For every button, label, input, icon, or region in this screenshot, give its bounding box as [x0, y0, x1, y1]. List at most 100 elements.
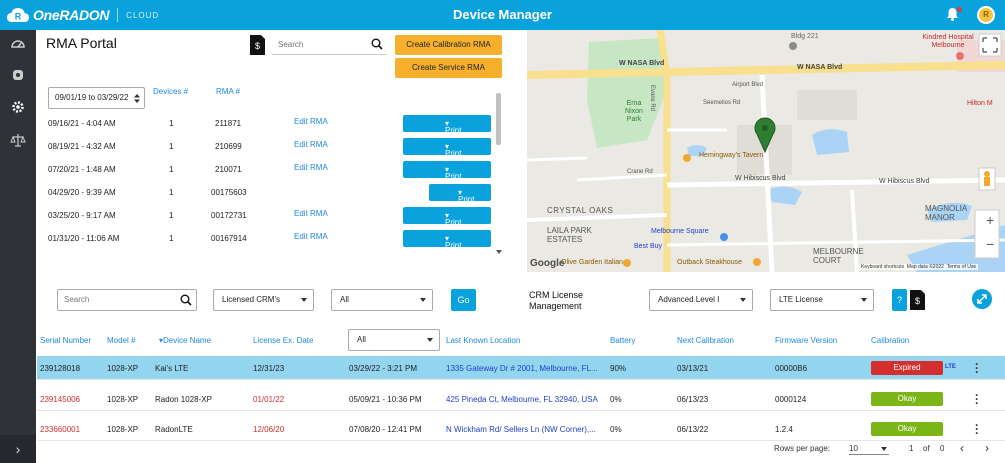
print-button[interactable]: Print ▾	[403, 161, 491, 181]
map-label: MAGNOLIA MANOR	[925, 204, 967, 222]
th-license[interactable]: License Ex. Date	[253, 336, 314, 345]
go-button[interactable]: Go	[451, 289, 476, 311]
rma-list: 09/16/21 - 4:04 AM 1 211871 Edit RMA Pri…	[37, 112, 505, 258]
device-name-cell: Kai's LTE	[155, 364, 189, 373]
rma-number: 00172731	[211, 211, 247, 220]
calibration-badge[interactable]: Okay	[871, 422, 943, 436]
next-page-icon[interactable]: ›	[985, 441, 989, 455]
print-button[interactable]: Print ▾	[403, 138, 491, 158]
date-cell: 05/09/21 - 10:36 PM	[349, 395, 422, 404]
edit-rma-link[interactable]: Edit RMA	[294, 163, 328, 172]
device-map[interactable]: Bldg 221 Kindred Hospital Melbourne Hilt…	[527, 30, 1005, 272]
expand-button[interactable]	[972, 289, 992, 309]
edit-rma-link[interactable]: Edit RMA	[294, 140, 328, 149]
th-calibration[interactable]: Calibration	[871, 336, 910, 345]
calibration-badge[interactable]: Expired	[871, 361, 943, 375]
battery-cell: 0%	[610, 425, 622, 434]
map-label: Best Buy	[634, 243, 663, 250]
print-button[interactable]: Print ▾	[429, 184, 491, 204]
zoom-in-button[interactable]: +	[986, 212, 995, 228]
location-link[interactable]: N Wickham Rd/ Sellers Ln (NW Corner),...	[446, 425, 596, 434]
th-location[interactable]: Last Known Location	[446, 336, 521, 345]
sort-arrows-icon	[134, 94, 140, 103]
chevron-down-icon	[881, 447, 887, 451]
th-battery[interactable]: Battery	[610, 336, 636, 345]
invoice-doc-icon[interactable]: $	[909, 289, 926, 311]
rma-search-input[interactable]	[272, 35, 362, 53]
create-calibration-rma-button[interactable]: Create Calibration RMA	[395, 35, 502, 55]
chevron-down-icon	[427, 338, 433, 342]
th-device-name[interactable]: ▾Device Name	[159, 336, 211, 345]
date-range-select[interactable]: 09/01/19 to 03/29/22	[48, 87, 145, 109]
row-menu-icon[interactable]: · · ·	[975, 418, 979, 440]
rma-date: 07/20/21 - 1:48 AM	[48, 165, 116, 174]
page-range: 1	[909, 444, 914, 453]
gear-icon[interactable]	[10, 99, 26, 115]
th-next-calibration[interactable]: Next Calibration	[677, 336, 734, 345]
scroll-thumb[interactable]	[496, 93, 501, 145]
keyboard-shortcuts-link[interactable]: Keyboard shortcuts	[861, 264, 905, 270]
map-canvas	[527, 30, 1005, 272]
table-row[interactable]: 233660001 1028-XP RadonLTE 12/06/20 07/0…	[37, 417, 1005, 441]
date-filter-select[interactable]: All	[348, 329, 440, 351]
location-link[interactable]: 1335 Gateway Dr # 2001, Melbourne, FL...	[446, 364, 598, 373]
top-bar: R OneRADON CLOUD Device Manager R	[0, 0, 1005, 30]
print-button[interactable]: Print ▾	[403, 207, 491, 227]
create-service-rma-button[interactable]: Create Service RMA	[395, 58, 502, 78]
sidebar: ›	[0, 30, 36, 463]
map-label: W Hibiscus Blvd	[735, 175, 786, 182]
edit-rma-link[interactable]: Edit RMA	[294, 232, 328, 241]
location-link[interactable]: 425 Pineda Ct, Melbourne, FL 32940, USA	[446, 395, 598, 404]
scroll-down-icon[interactable]	[496, 250, 502, 255]
table-row[interactable]: 239145006 1028-XP Radon 1028-XP 01/01/22…	[37, 387, 1005, 411]
th-firmware[interactable]: Firmware Version	[775, 336, 838, 345]
calibration-badge[interactable]: Okay	[871, 392, 943, 406]
invoice-doc-icon[interactable]: $	[249, 34, 266, 56]
rma-scrollbar[interactable]	[495, 90, 503, 258]
model-cell: 1028-XP	[107, 395, 139, 404]
th-model[interactable]: Model #	[107, 336, 136, 345]
th-serial[interactable]: Serial Number	[40, 336, 92, 345]
lte-tag: LTE	[945, 364, 956, 370]
level-select[interactable]: Advanced Level I	[649, 289, 753, 311]
rma-date: 04/29/20 - 9:39 AM	[48, 188, 116, 197]
terms-link[interactable]: Terms of Use	[946, 264, 977, 270]
rma-date: 08/19/21 - 4:32 AM	[48, 142, 116, 151]
bell-icon[interactable]	[946, 7, 959, 21]
lte-select[interactable]: LTE License	[770, 289, 874, 311]
rma-number: 210071	[215, 165, 242, 174]
table-row[interactable]: 239128018 1028-XP Kai's LTE 12/31/23 03/…	[37, 356, 1005, 380]
dashboard-icon[interactable]	[10, 36, 26, 52]
crm-select[interactable]: Licensed CRM's	[213, 289, 314, 311]
prev-page-icon[interactable]: ‹	[960, 441, 964, 455]
search-icon[interactable]	[180, 294, 192, 306]
battery-cell: 0%	[610, 395, 622, 404]
help-button[interactable]: ?	[892, 289, 907, 311]
edit-rma-link[interactable]: Edit RMA	[294, 117, 328, 126]
map-label: MELBOURNE COURT	[813, 247, 864, 265]
print-button[interactable]: Print ▾	[403, 230, 491, 250]
row-menu-icon[interactable]: · · ·	[975, 357, 979, 379]
device-search-input[interactable]: Search	[57, 289, 197, 311]
zoom-out-button[interactable]: −	[986, 236, 995, 252]
avatar[interactable]: R	[977, 6, 995, 24]
rows-per-page-select[interactable]: 10	[849, 441, 889, 455]
map-label: Melbourne Square	[651, 228, 709, 235]
map-label: Airport Blvd	[732, 82, 764, 88]
search-icon[interactable]	[371, 38, 383, 50]
row-menu-icon[interactable]: · · ·	[975, 388, 979, 410]
sidebar-expand-button[interactable]: ›	[0, 435, 36, 463]
rows-per-page-label: Rows per page:	[774, 444, 831, 453]
print-button[interactable]: Print ▾	[403, 115, 491, 135]
edit-rma-link[interactable]: Edit RMA	[294, 209, 328, 218]
col-rma[interactable]: RMA #	[216, 87, 241, 96]
rma-number: 00175603	[211, 188, 247, 197]
chevron-down-icon	[301, 298, 307, 302]
col-devices[interactable]: Devices #	[153, 87, 189, 96]
logo-subtitle: CLOUD	[126, 10, 160, 20]
brand-logo[interactable]: R OneRADON CLOUD	[6, 5, 159, 25]
scale-icon[interactable]	[10, 132, 26, 148]
device-icon[interactable]	[10, 67, 26, 83]
logo-divider	[117, 8, 119, 22]
status-select[interactable]: All	[331, 289, 433, 311]
